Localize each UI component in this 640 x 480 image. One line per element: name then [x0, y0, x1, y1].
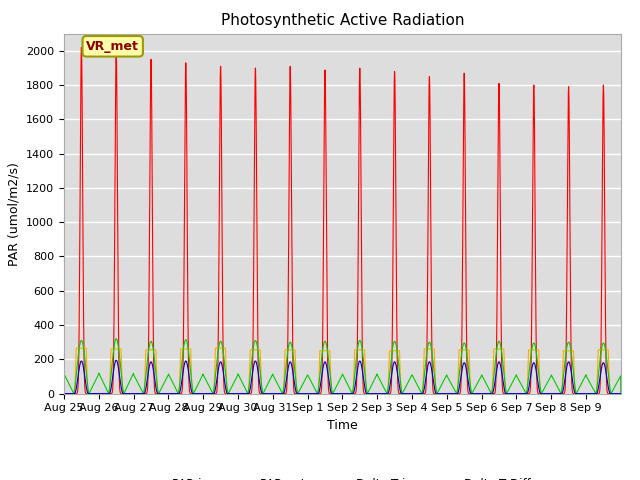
Delta-T Diffuse [60, 391, 68, 396]
Delta-T in [113, 336, 120, 342]
Legend: PAR in, PAR out, Delta-T in, Delta-T Diffuse: PAR in, PAR out, Delta-T in, Delta-T Dif… [129, 473, 556, 480]
Delta-T in [176, 383, 184, 388]
Y-axis label: PAR (umol/m2/s): PAR (umol/m2/s) [8, 162, 20, 265]
Line: Delta-T Diffuse: Delta-T Diffuse [64, 360, 621, 394]
PAR in [537, 391, 545, 396]
Delta-T in [537, 389, 545, 395]
Delta-T in [495, 338, 503, 344]
PAR out [393, 348, 401, 354]
PAR out [617, 391, 625, 396]
Delta-T Diffuse [523, 391, 531, 396]
PAR in [60, 391, 68, 396]
Delta-T in [393, 347, 401, 353]
Line: PAR in: PAR in [64, 48, 621, 394]
Line: Delta-T in: Delta-T in [64, 339, 621, 394]
Delta-T Diffuse [495, 359, 503, 365]
Delta-T Diffuse [176, 390, 184, 396]
PAR out [495, 346, 503, 352]
PAR in [393, 337, 401, 343]
PAR in [176, 391, 184, 396]
PAR in [617, 391, 625, 396]
PAR out [72, 345, 80, 351]
Text: VR_met: VR_met [86, 40, 139, 53]
Delta-T in [523, 390, 531, 396]
PAR in [523, 391, 531, 396]
Delta-T Diffuse [617, 391, 625, 396]
Delta-T Diffuse [113, 357, 120, 363]
PAR out [537, 391, 545, 396]
Delta-T in [60, 371, 68, 377]
Delta-T in [364, 390, 371, 396]
PAR in [495, 85, 503, 91]
Delta-T Diffuse [393, 367, 401, 373]
PAR out [364, 391, 371, 396]
Title: Photosynthetic Active Radiation: Photosynthetic Active Radiation [221, 13, 464, 28]
Delta-T Diffuse [537, 391, 545, 396]
PAR in [364, 391, 371, 396]
Delta-T in [617, 391, 625, 396]
PAR out [60, 391, 68, 396]
PAR in [77, 45, 85, 50]
X-axis label: Time: Time [327, 419, 358, 432]
Delta-T Diffuse [364, 391, 371, 396]
PAR out [176, 379, 184, 385]
PAR out [523, 391, 531, 396]
Line: PAR out: PAR out [64, 348, 621, 394]
